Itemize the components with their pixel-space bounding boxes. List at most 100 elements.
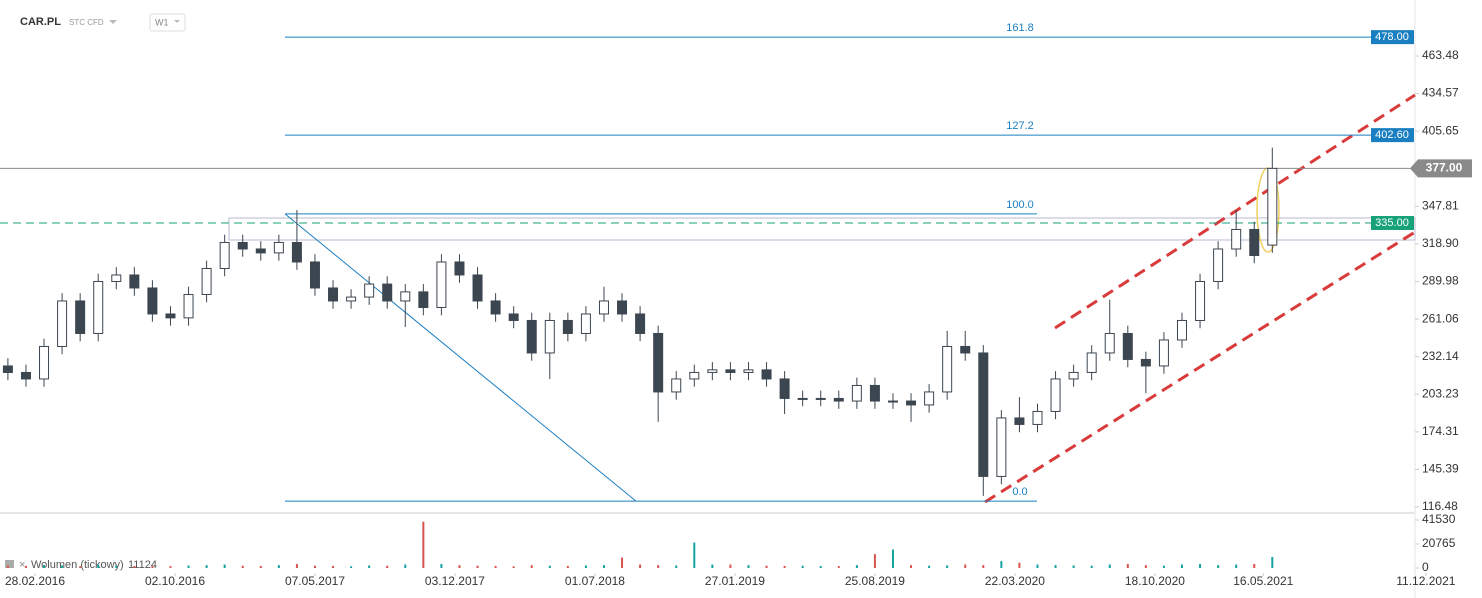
candle-body — [454, 261, 465, 276]
volume-bar — [1090, 565, 1093, 568]
volume-tick-label: 0 — [1422, 560, 1429, 574]
candle-body — [436, 261, 447, 308]
volume-bar — [1180, 564, 1183, 568]
candle-body — [400, 291, 411, 302]
interval: W1 — [155, 17, 169, 27]
volume-bar — [946, 565, 949, 568]
volume-tick-label: 20765 — [1422, 536, 1456, 550]
volume-bar — [404, 564, 407, 568]
candle-body — [617, 300, 628, 315]
x-tick-label: 11.12.2021 — [1396, 574, 1455, 588]
volume-bar — [1108, 564, 1111, 568]
volume-bar — [205, 565, 208, 568]
volume-bar — [548, 565, 551, 568]
x-tick-label: 27.01.2019 — [705, 574, 765, 588]
candle-body — [1231, 228, 1242, 250]
price-tag-label: 335.00 — [1375, 217, 1409, 229]
candle-body — [653, 332, 664, 393]
legend-icon — [5, 560, 14, 568]
volume-bar — [711, 564, 714, 568]
channel-upper — [1054, 93, 1416, 330]
volume-bar — [368, 565, 371, 568]
volume-bar — [512, 566, 515, 568]
volume-bar — [747, 565, 750, 568]
volume-bar — [873, 554, 876, 568]
volume-bar — [602, 565, 605, 568]
volume-bar — [241, 565, 244, 568]
symbol: CAR.PL — [20, 16, 61, 28]
price-tag — [1371, 30, 1414, 45]
candle-body — [129, 274, 140, 289]
x-tick-label: 16.05.2021 — [1233, 574, 1293, 588]
candle-body — [255, 248, 266, 254]
volume-bar — [151, 566, 154, 568]
y-tick-label: 145.39 — [1422, 462, 1459, 476]
candle-body — [2, 365, 13, 373]
candle-body — [761, 369, 772, 380]
volume-bar — [169, 566, 172, 568]
y-tick-label: 203.23 — [1422, 386, 1459, 400]
volume-bar — [819, 566, 822, 568]
volume-bar — [332, 565, 335, 568]
legend-close[interactable]: × — [19, 559, 25, 571]
candle-body — [111, 274, 122, 282]
x-tick-label: 01.07.2018 — [565, 574, 625, 588]
candle-body — [1176, 319, 1187, 341]
volume-bar — [494, 565, 497, 568]
volume-bar — [1199, 563, 1202, 568]
volume-bar — [928, 565, 931, 568]
volume-bar — [61, 565, 64, 568]
volume-bar — [386, 565, 389, 568]
x-tick-label: 18.10.2020 — [1125, 574, 1185, 588]
volume-bar — [43, 565, 46, 568]
y-tick-label: 232.14 — [1422, 349, 1459, 363]
candle-body — [978, 352, 989, 477]
fib-label: 127.2 — [1006, 120, 1034, 132]
price-tag — [1371, 128, 1414, 143]
volume-bar — [982, 565, 985, 568]
candle-body — [743, 369, 754, 373]
volume-bar — [259, 565, 262, 568]
fib-label: 100.0 — [1006, 199, 1034, 211]
candle-body — [671, 378, 682, 393]
volume-bar — [1235, 564, 1238, 568]
candle-body — [1122, 332, 1133, 360]
candle-body — [291, 241, 302, 263]
volume-bar — [440, 563, 443, 568]
x-tick-label: 03.12.2017 — [425, 574, 485, 588]
volume-bar — [313, 565, 316, 568]
volume-bar — [458, 565, 461, 568]
candle-body — [75, 300, 86, 334]
candle-body — [544, 319, 555, 354]
volume-name: Wolumen (tickowy) — [31, 559, 124, 571]
candle-body — [906, 400, 917, 406]
candle-body — [851, 384, 862, 402]
candle-body — [237, 241, 248, 250]
y-tick-label: 289.98 — [1422, 274, 1459, 288]
candle-body — [1104, 332, 1115, 354]
price-tag — [1371, 215, 1414, 230]
candle-body — [1249, 228, 1260, 256]
volume-bar — [657, 565, 660, 568]
volume-bar — [1126, 563, 1129, 568]
x-tick-label: 07.05.2017 — [285, 574, 345, 588]
candle-body — [1140, 358, 1151, 367]
interval-box[interactable] — [149, 13, 186, 32]
candle-body — [219, 241, 230, 269]
x-tick-label: 28.02.2016 — [5, 574, 65, 588]
volume-bar — [566, 565, 569, 568]
volume-bar — [765, 565, 768, 568]
x-tick-label: 22.03.2020 — [985, 574, 1045, 588]
volume-bar — [837, 566, 840, 568]
volume-bar — [1217, 565, 1220, 568]
volume-bar — [1271, 557, 1274, 568]
y-tick-label: 434.57 — [1422, 86, 1459, 100]
candle-body — [707, 369, 718, 373]
candle-body — [472, 274, 483, 302]
candle-body — [1050, 378, 1061, 412]
candle-body — [960, 345, 971, 354]
candle-body — [833, 397, 844, 402]
volume-bar — [639, 564, 642, 568]
dropdown-arrow[interactable] — [109, 20, 117, 24]
